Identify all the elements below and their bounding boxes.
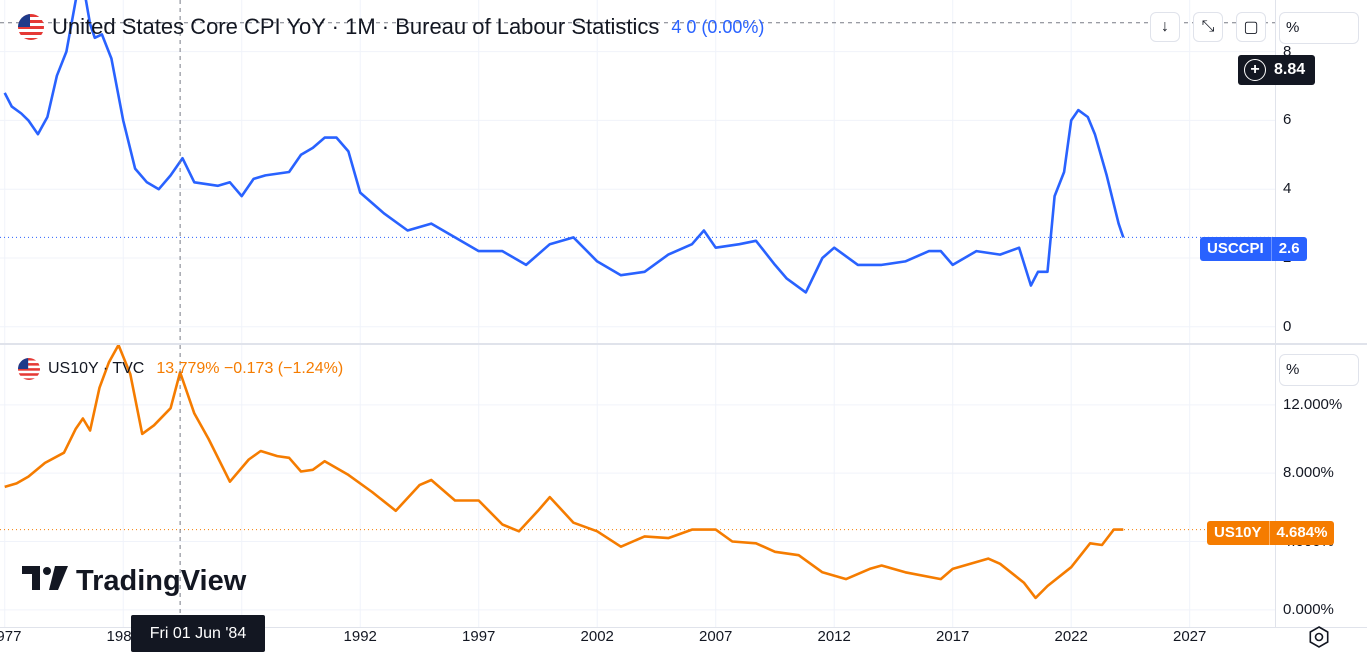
gear-icon[interactable]	[1308, 626, 1330, 648]
us10y-chart-svg[interactable]	[0, 343, 1367, 627]
cpi-chart-pane[interactable]	[0, 0, 1367, 344]
crosshair-price-value: 8.84	[1274, 61, 1306, 78]
cpi-legend-value: 4 0 (0.00%)	[671, 16, 765, 37]
us10y-badge-name: US10Y	[1207, 521, 1269, 545]
pane-divider[interactable]	[0, 343, 1367, 345]
us-flag-icon	[18, 14, 44, 40]
maximize-icon[interactable]: ▢	[1236, 12, 1266, 42]
us-flag-icon	[18, 358, 40, 380]
plus-circle-icon[interactable]: +	[1244, 59, 1266, 81]
us10y-chart-pane[interactable]	[0, 343, 1367, 627]
crosshair-price-label: + 8.84	[1238, 55, 1316, 85]
cpi-badge-value: 2.6	[1270, 237, 1307, 261]
cpi-ytick: 6	[1283, 111, 1292, 129]
collapse-icon[interactable]: ⤡	[1193, 12, 1223, 42]
cpi-ytick: 4	[1283, 180, 1292, 198]
cpi-last-value-badge: USCCPI 2.6	[1200, 237, 1307, 261]
tradingview-logo-icon	[22, 565, 68, 598]
us10y-legend-title: US10Y · TVC	[48, 360, 145, 377]
us10y-series-line[interactable]	[4, 343, 1124, 600]
price-axis-separator	[1275, 0, 1276, 627]
cpi-ytick: 8	[1283, 42, 1292, 60]
us10y-last-value-badge: US10Y 4.684%	[1207, 521, 1335, 545]
cpi-legend[interactable]: United States Core CPI YoY · 1M · Bureau…	[18, 14, 764, 40]
xtick-label: 1977	[0, 628, 22, 645]
xtick-label: 2027	[1172, 628, 1207, 645]
xtick-label: 2017	[936, 628, 970, 645]
scale-percent-button-top[interactable]: %	[1279, 12, 1359, 44]
xtick-label: 1992	[343, 628, 377, 645]
scale-percent-button-bottom[interactable]: %	[1279, 354, 1359, 386]
xtick-label: 2007	[699, 628, 733, 645]
xtick-label: 2012	[817, 628, 851, 645]
xtick-label: 2002	[580, 628, 614, 645]
xtick-label: 1997	[462, 628, 496, 645]
xtick-label: 2022	[1054, 628, 1088, 645]
cpi-badge-name: USCCPI	[1200, 237, 1271, 261]
tradingview-logo-text: TradingView	[76, 565, 247, 597]
cpi-series-line[interactable]	[3, 0, 1125, 294]
crosshair-date-label: Fri 01 Jun '84	[131, 615, 265, 652]
us10y-ytick: 8.000%	[1283, 464, 1334, 482]
us10y-ytick: 0.000%	[1283, 600, 1334, 618]
cpi-ytick: 0	[1283, 317, 1292, 335]
us10y-legend-value: 13.779% −0.173 (−1.24%)	[156, 360, 344, 377]
cpi-legend-title: United States Core CPI YoY · 1M · Bureau…	[52, 14, 660, 39]
tradingview-logo[interactable]: TradingView	[22, 565, 246, 598]
us10y-ytick: 12.000%	[1283, 395, 1343, 413]
arrow-down-icon[interactable]: ↓	[1150, 12, 1180, 42]
us10y-badge-value: 4.684%	[1268, 521, 1335, 545]
us10y-legend[interactable]: US10Y · TVC 13.779% −0.173 (−1.24%)	[18, 358, 343, 380]
cpi-chart-svg[interactable]	[0, 0, 1367, 344]
